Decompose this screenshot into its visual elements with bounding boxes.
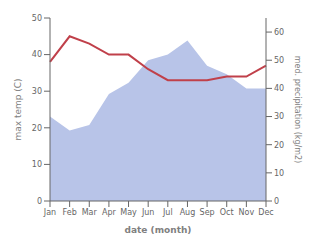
- svg-text:Mar: Mar: [82, 208, 98, 217]
- svg-text:Feb: Feb: [63, 208, 77, 217]
- svg-text:Jul: Jul: [162, 208, 173, 217]
- svg-text:Nov: Nov: [239, 208, 255, 217]
- svg-text:10: 10: [274, 169, 284, 178]
- svg-text:0: 0: [37, 197, 42, 206]
- svg-text:May: May: [120, 208, 137, 217]
- svg-text:Apr: Apr: [102, 208, 117, 217]
- svg-text:50: 50: [274, 56, 284, 65]
- svg-text:Aug: Aug: [180, 208, 196, 217]
- svg-text:max temp (C): max temp (C): [13, 78, 23, 140]
- svg-text:30: 30: [274, 112, 284, 121]
- svg-text:10: 10: [32, 160, 42, 169]
- svg-text:60: 60: [274, 28, 284, 37]
- svg-text:20: 20: [32, 124, 42, 133]
- svg-text:Sep: Sep: [200, 208, 215, 217]
- svg-text:0: 0: [274, 197, 279, 206]
- svg-text:20: 20: [274, 141, 284, 150]
- svg-text:med. precipitation (kg/m2): med. precipitation (kg/m2): [293, 56, 302, 163]
- svg-text:30: 30: [32, 87, 42, 96]
- svg-text:Jun: Jun: [141, 208, 155, 217]
- svg-text:Jan: Jan: [43, 208, 56, 217]
- svg-text:40: 40: [274, 84, 284, 93]
- svg-text:50: 50: [32, 14, 42, 23]
- svg-text:Dec: Dec: [258, 208, 273, 217]
- svg-text:date (month): date (month): [125, 225, 192, 235]
- svg-text:40: 40: [32, 50, 42, 59]
- svg-text:Oct: Oct: [220, 208, 234, 217]
